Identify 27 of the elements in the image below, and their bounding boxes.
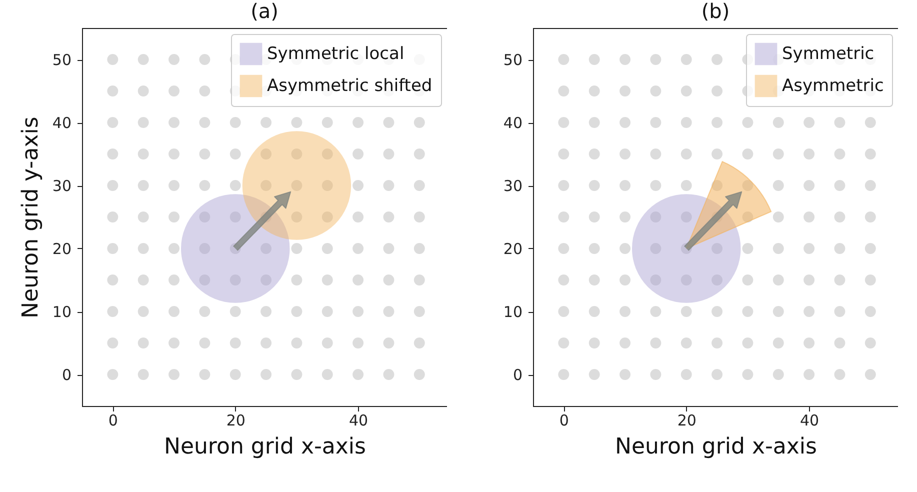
x-tick-label: 40 [349, 412, 368, 430]
y-tick-label: 20 [503, 240, 522, 258]
y-tick-label: 0 [62, 366, 72, 384]
y-tick-label: 40 [52, 114, 72, 132]
x-axis-title: Neuron grid x-axis [614, 434, 818, 460]
chart-title: (a) [250, 0, 278, 23]
y-tick-label: 40 [503, 114, 522, 132]
y-axis-title: Neuron grid y-axis [18, 116, 44, 318]
y-tick-label: 50 [52, 51, 72, 69]
legend-label: Symmetric local [267, 44, 404, 64]
x-tick-label: 0 [108, 412, 118, 430]
legend-label: Symmetric [782, 44, 874, 64]
y-tick-label: 10 [52, 303, 72, 321]
x-tick-label: 20 [226, 412, 246, 430]
y-tick-label: 30 [52, 177, 72, 195]
y-tick-label: 10 [503, 303, 522, 321]
y-tick-label: 20 [52, 240, 72, 258]
x-tick-label: 20 [677, 412, 696, 430]
x-axis-title: Neuron grid x-axis [164, 434, 366, 460]
chart-title: (b) [701, 0, 730, 23]
legend-label: Asymmetric [782, 76, 884, 96]
legend-label: Asymmetric shifted [267, 76, 432, 96]
y-tick-label: 0 [512, 366, 522, 384]
y-tick-label: 50 [503, 51, 522, 69]
x-tick-label: 0 [559, 412, 569, 430]
x-tick-label: 40 [800, 412, 820, 430]
y-tick-label: 30 [503, 177, 522, 195]
